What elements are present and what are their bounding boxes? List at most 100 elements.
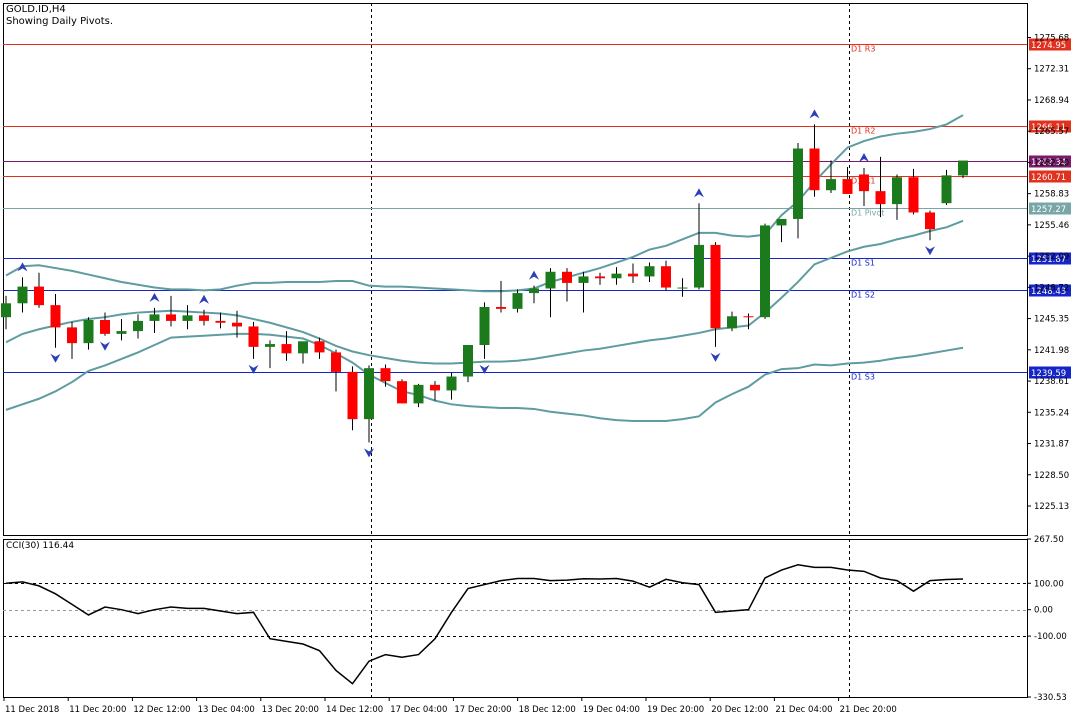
price-axis-label: 1255.46 — [1034, 221, 1069, 231]
price-tag-label: 1260.71 — [1031, 173, 1066, 183]
candle-body — [611, 273, 622, 279]
candle — [694, 203, 704, 290]
candle-body — [727, 316, 737, 329]
price-tag — [1029, 284, 1071, 297]
price-tag — [1029, 120, 1071, 133]
candle — [859, 167, 869, 206]
candle — [628, 263, 638, 283]
candle-body — [958, 160, 968, 176]
candle-body — [100, 319, 110, 334]
candle-body — [116, 331, 127, 334]
candle-body — [83, 319, 94, 344]
candle — [215, 312, 226, 329]
price-axis-label: 1225.13 — [1034, 502, 1069, 512]
candle-body — [380, 368, 391, 382]
candle-body — [248, 326, 259, 347]
fractal-down-icon — [479, 364, 490, 374]
price-axis-label: 1248.72 — [1034, 283, 1069, 293]
time-axis-label: 19 Dec 04:00 — [583, 705, 640, 715]
candle-body — [925, 212, 935, 230]
candle-body — [463, 345, 473, 377]
fractal-up-icon — [694, 188, 704, 198]
time-axis-label: 11 Dec 20:00 — [69, 705, 126, 715]
candle-body — [793, 148, 803, 219]
fractal-up-icon — [529, 270, 539, 280]
candle-body — [479, 307, 490, 345]
candle — [644, 262, 655, 282]
price-axis-label: 1268.94 — [1034, 96, 1069, 106]
cci-axis-label: 267.50 — [1034, 535, 1064, 545]
price-tag-label: 1274.95 — [1031, 41, 1066, 51]
bollinger-upper — [5, 114, 964, 293]
candle-body — [17, 286, 28, 304]
candle-body — [628, 273, 638, 277]
time-axis-label: 17 Dec 20:00 — [454, 705, 511, 715]
price-axis-label: 1238.61 — [1034, 377, 1069, 387]
candle — [331, 349, 341, 392]
candle — [727, 311, 737, 332]
time-axis-label: 13 Dec 04:00 — [198, 705, 255, 715]
candle-body — [826, 179, 836, 191]
candle — [958, 160, 968, 179]
time-axis-label: 12 Dec 12:00 — [133, 705, 190, 715]
fractal-up-icon — [809, 109, 820, 119]
price-tag-label: 1266.11 — [1031, 123, 1066, 133]
time-axis-label: 13 Dec 20:00 — [262, 705, 319, 715]
candle-body — [661, 266, 671, 288]
price-tag — [1029, 170, 1071, 183]
candle — [34, 272, 44, 308]
price-tag-label: 1248.43 — [1031, 287, 1066, 297]
candle — [661, 260, 671, 291]
fractal-down-icon — [364, 448, 374, 458]
price-axis-label: 1272.31 — [1034, 65, 1069, 75]
price-axis-label: 1258.83 — [1034, 190, 1069, 200]
candle-body — [529, 288, 539, 294]
candle-body — [908, 177, 919, 213]
candle — [529, 285, 539, 304]
candle-body — [347, 371, 358, 420]
price-axis-label: 1262.20 — [1034, 158, 1069, 168]
candle-body — [446, 376, 457, 391]
candle — [677, 278, 688, 297]
pivot-label: D1 R3 — [851, 45, 875, 54]
candle-body — [809, 148, 820, 191]
candle — [314, 337, 325, 359]
candle-body — [743, 316, 754, 318]
price-tag-label: 1257.27 — [1031, 205, 1066, 215]
candle — [199, 309, 209, 326]
candle — [248, 321, 259, 359]
price-axis-label: 1235.24 — [1034, 408, 1069, 418]
candle — [232, 310, 242, 338]
candle — [446, 372, 457, 400]
time-axis-label: 18 Dec 12:00 — [519, 705, 576, 715]
cci-chart-frame — [3, 539, 1028, 698]
candle-body — [34, 286, 44, 306]
candle-body — [644, 266, 655, 277]
candle — [760, 223, 770, 320]
price-axis-label: 1252.09 — [1034, 252, 1069, 262]
time-axis-label: 21 Dec 20:00 — [840, 705, 897, 715]
candle-body — [314, 341, 325, 353]
main-chart-frame — [3, 3, 1028, 536]
candle — [908, 168, 919, 215]
symbol-title: GOLD.ID,H4 — [6, 4, 66, 15]
candle-body — [859, 174, 869, 192]
candle — [463, 345, 473, 383]
candle — [776, 218, 787, 243]
candle — [100, 312, 110, 336]
candle — [50, 294, 61, 348]
cci-axis-label: 100.00 — [1034, 579, 1064, 589]
price-axis-label: 1241.98 — [1034, 346, 1069, 356]
candle — [562, 268, 572, 302]
candle-body — [232, 322, 242, 327]
candle-body — [149, 314, 160, 321]
price-tag-label: 1262.34 — [1031, 158, 1066, 168]
pivot-label: D1 S3 — [851, 373, 875, 382]
candle-body — [710, 244, 721, 329]
candle-body — [265, 344, 275, 347]
candle — [1, 295, 11, 330]
candle — [83, 317, 94, 350]
price-axis-label: 1231.87 — [1034, 440, 1069, 450]
price-tag-label: 1239.59 — [1031, 369, 1066, 379]
